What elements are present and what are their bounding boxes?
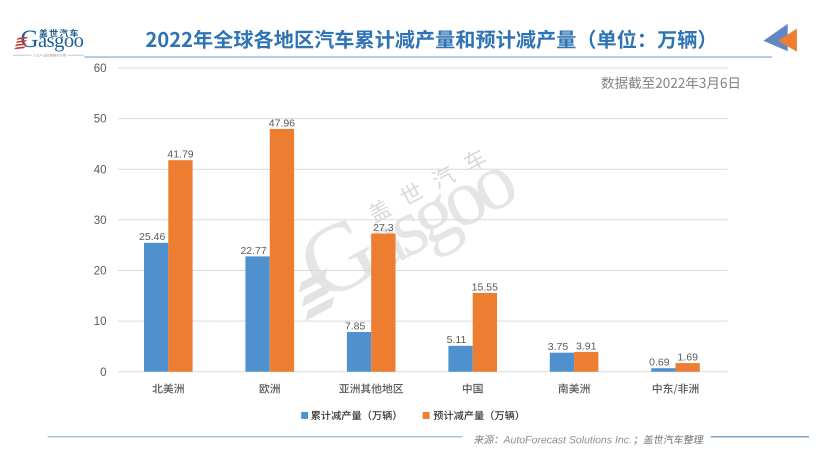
svg-text:5.11: 5.11 xyxy=(447,334,467,346)
svg-text:3.75: 3.75 xyxy=(548,341,569,353)
svg-text:25.46: 25.46 xyxy=(139,231,165,243)
svg-text:47.96: 47.96 xyxy=(269,117,295,129)
svg-text:50: 50 xyxy=(94,114,107,126)
svg-text:1.69: 1.69 xyxy=(677,352,698,364)
svg-text:3.91: 3.91 xyxy=(576,340,597,352)
svg-text:0: 0 xyxy=(100,367,106,379)
svg-text:0.69: 0.69 xyxy=(649,357,670,369)
svg-text:22.77: 22.77 xyxy=(240,245,266,257)
svg-text:20: 20 xyxy=(94,266,107,278)
svg-text:41.79: 41.79 xyxy=(167,149,193,161)
svg-text:asgoo: asgoo xyxy=(38,30,84,52)
svg-text:G: G xyxy=(21,26,39,53)
svg-text:27.3: 27.3 xyxy=(373,222,394,234)
svg-text:30: 30 xyxy=(94,215,107,227)
svg-text:60: 60 xyxy=(94,63,107,75)
svg-text:40: 40 xyxy=(94,164,107,176)
svg-text:10: 10 xyxy=(94,316,107,328)
svg-text:7.85: 7.85 xyxy=(345,320,366,332)
svg-text:15.55: 15.55 xyxy=(472,281,498,293)
